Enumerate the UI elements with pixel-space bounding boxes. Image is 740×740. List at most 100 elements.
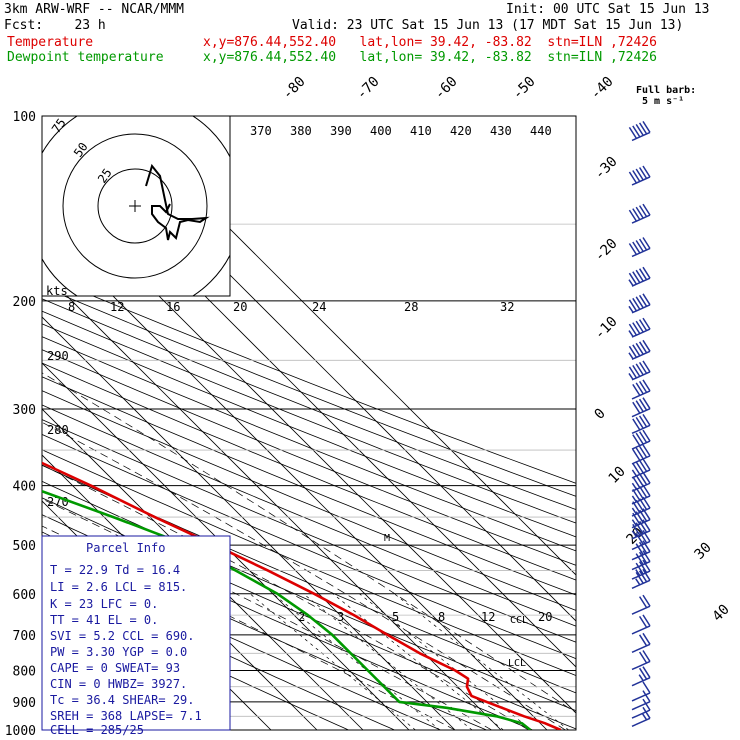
hodograph-ring-label: 50 — [71, 140, 91, 160]
parcel-info-row: SREH = 368 LAPSE= 7.1 — [50, 709, 202, 723]
pressure-tick-label: 900 — [13, 696, 36, 711]
mixing-ratio-line — [394, 593, 569, 730]
wind-barb — [631, 632, 651, 653]
parcel-info-row: T = 22.9 Td = 16.4 — [50, 563, 180, 577]
wind-barb — [631, 429, 651, 450]
isotherm-label: 40 — [710, 602, 733, 625]
mixing-ratio-line — [332, 593, 504, 730]
dry-adiabat-line — [42, 323, 576, 538]
mixing-ratio-label: 20 — [538, 610, 552, 624]
legend-dewpoint-label: Dewpoint temperature — [7, 50, 164, 65]
dry-adiabat-line — [42, 362, 576, 581]
dry-adiabat-line — [42, 274, 576, 484]
mixing-ratio-line — [303, 593, 473, 730]
wind-barb — [631, 650, 651, 671]
parcel-info-row: TT = 41 EL = 0. — [50, 613, 158, 627]
wind-barb — [628, 237, 651, 258]
parcel-info-row: CIN = 0 HWBZ= 3927. — [50, 677, 187, 691]
dry-adiabat-line — [42, 404, 576, 627]
wind-barb — [628, 203, 651, 224]
theta-label: 380 — [290, 124, 312, 138]
dry-adiabat-line — [42, 480, 576, 712]
marker-lcl: LCL — [508, 658, 526, 669]
temperature-profile — [42, 461, 562, 730]
isotherm-label: -40 — [588, 74, 617, 103]
pw-label: 32 — [500, 300, 514, 314]
wind-barb — [631, 594, 651, 615]
wind-barb — [631, 681, 651, 702]
wind-barb — [631, 540, 651, 561]
wind-barb — [631, 698, 651, 719]
hodograph-ring-label: 25 — [95, 166, 115, 186]
isotherm-label: -60 — [432, 74, 461, 103]
parcel-info-title: Parcel Info — [86, 541, 165, 555]
parcel-info-row: SVI = 5.2 CCL = 690. — [50, 629, 195, 643]
wind-barb — [631, 444, 651, 465]
dry-adiabat-line — [42, 349, 576, 566]
isotherm-label: -20 — [592, 236, 621, 265]
moist-adiabat-line — [42, 421, 566, 730]
dry-adiabat-line — [42, 336, 576, 552]
parcel-info-row: K = 23 LFC = 0. — [50, 597, 158, 611]
parcel-info-row: Tc = 36.4 SHEAR= 29. — [50, 693, 195, 707]
wind-barb — [631, 568, 651, 589]
pressure-tick-label: 800 — [13, 664, 36, 679]
isotherm-label: -50 — [510, 74, 539, 103]
isotherm-label: -30 — [592, 154, 621, 183]
theta-label: 410 — [410, 124, 432, 138]
isotherm-label: -80 — [280, 74, 309, 103]
isotherm-line — [42, 316, 456, 730]
pw-label: 24 — [312, 300, 326, 314]
dry-adiabat-line — [42, 449, 576, 677]
barb-legend-title: Full barb: — [636, 85, 696, 96]
wind-barb — [628, 339, 651, 361]
isotherm-label: 0 — [592, 406, 609, 423]
dry-adiabat-label: 280 — [47, 423, 69, 437]
dry-adiabat-line — [42, 419, 576, 643]
wind-barb — [628, 120, 651, 142]
header-model: 3km ARW-WRF -- NCAR/MMM — [4, 2, 185, 17]
wind-barb — [628, 165, 651, 186]
mixing-ratio-line — [272, 593, 441, 730]
pressure-tick-label: 1000 — [5, 724, 36, 739]
header-valid: Valid: 23 UTC Sat 15 Jun 13 (17 MDT Sat … — [292, 18, 684, 33]
pw-label: 28 — [404, 300, 418, 314]
pressure-tick-label: 400 — [13, 480, 36, 495]
wind-barb — [628, 360, 651, 381]
wind-barb — [631, 614, 651, 635]
theta-label: 390 — [330, 124, 352, 138]
dry-adiabat-line — [42, 376, 576, 596]
hodograph-origin — [129, 200, 141, 212]
parcel-info-row: PW = 3.30 YGP = 0.0 — [50, 645, 187, 659]
pressure-tick-label: 600 — [13, 588, 36, 603]
dry-adiabat-label: 290 — [47, 349, 69, 363]
wind-barb — [631, 397, 651, 418]
barb-legend: Full barb: 5 m s⁻¹ — [636, 85, 696, 107]
wind-barb — [631, 458, 651, 479]
pressure-tick-label: 300 — [13, 403, 36, 418]
theta-label: 370 — [250, 124, 272, 138]
theta-label: 400 — [370, 124, 392, 138]
mixing-ratio-label: 2 — [298, 610, 305, 624]
theta-label: 430 — [490, 124, 512, 138]
mixing-ratio-label: 8 — [438, 610, 445, 624]
wind-barb — [631, 690, 651, 711]
wind-barb — [628, 266, 651, 287]
barb-legend-units: 5 m s⁻¹ — [642, 96, 684, 107]
parcel-info-panel: Parcel Info T = 22.9 Td = 16.4 LI = 2.6 … — [41, 535, 231, 737]
dry-adiabat-line — [42, 298, 576, 511]
isotherm-line — [42, 408, 364, 730]
dry-adiabat-line — [42, 434, 576, 660]
dry-adiabat-line — [42, 286, 576, 497]
legend-temperature-info: x,y=876.44,552.40 lat,lon= 39.42, -83.82… — [203, 35, 657, 50]
isotherm-line — [42, 362, 410, 730]
moist-adiabat-line — [42, 372, 576, 714]
wind-barb — [631, 550, 651, 571]
marker-ccl: CCL — [510, 615, 528, 626]
dry-adiabat-line — [42, 464, 576, 694]
dry-adiabat-line — [42, 586, 350, 730]
pw-label: 20 — [233, 300, 247, 314]
wind-barb — [631, 559, 651, 580]
pw-label: 16 — [166, 300, 180, 314]
